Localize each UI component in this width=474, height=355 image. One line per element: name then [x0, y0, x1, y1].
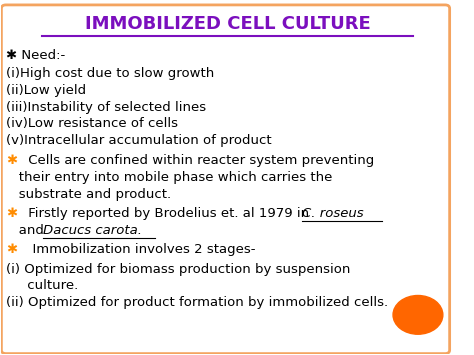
Text: (ii)Low yield: (ii)Low yield [6, 84, 86, 97]
Text: ✱ Need:-: ✱ Need:- [6, 49, 65, 62]
Text: (iv)Low resistance of cells: (iv)Low resistance of cells [6, 118, 178, 130]
Text: (i) Optimized for biomass production by suspension: (i) Optimized for biomass production by … [6, 263, 350, 275]
Text: Immobilization involves 2 stages-: Immobilization involves 2 stages- [24, 243, 255, 256]
Circle shape [393, 295, 443, 334]
Text: Firstly reported by Brodelius et. al 1979 in: Firstly reported by Brodelius et. al 197… [24, 207, 313, 220]
Text: culture.: culture. [6, 279, 78, 293]
Text: IMMOBILIZED CELL CULTURE: IMMOBILIZED CELL CULTURE [85, 15, 371, 33]
Text: (i)High cost due to slow growth: (i)High cost due to slow growth [6, 67, 214, 80]
Text: (iii)Instability of selected lines: (iii)Instability of selected lines [6, 100, 206, 114]
Text: C. roseus: C. roseus [302, 207, 364, 220]
Text: Cells are confined within reacter system preventing: Cells are confined within reacter system… [24, 154, 374, 167]
Text: ✱: ✱ [6, 243, 17, 256]
Text: (ii) Optimized for product formation by immobilized cells.: (ii) Optimized for product formation by … [6, 296, 388, 310]
Text: substrate and product.: substrate and product. [6, 187, 171, 201]
FancyBboxPatch shape [1, 5, 450, 354]
Text: ✱: ✱ [6, 207, 17, 220]
Text: ✱: ✱ [6, 154, 17, 167]
Text: (v)Intracellular accumulation of product: (v)Intracellular accumulation of product [6, 135, 272, 147]
Text: and: and [6, 224, 48, 237]
Text: their entry into mobile phase which carries the: their entry into mobile phase which carr… [6, 171, 332, 184]
Text: Dacucs carota.: Dacucs carota. [43, 224, 142, 237]
